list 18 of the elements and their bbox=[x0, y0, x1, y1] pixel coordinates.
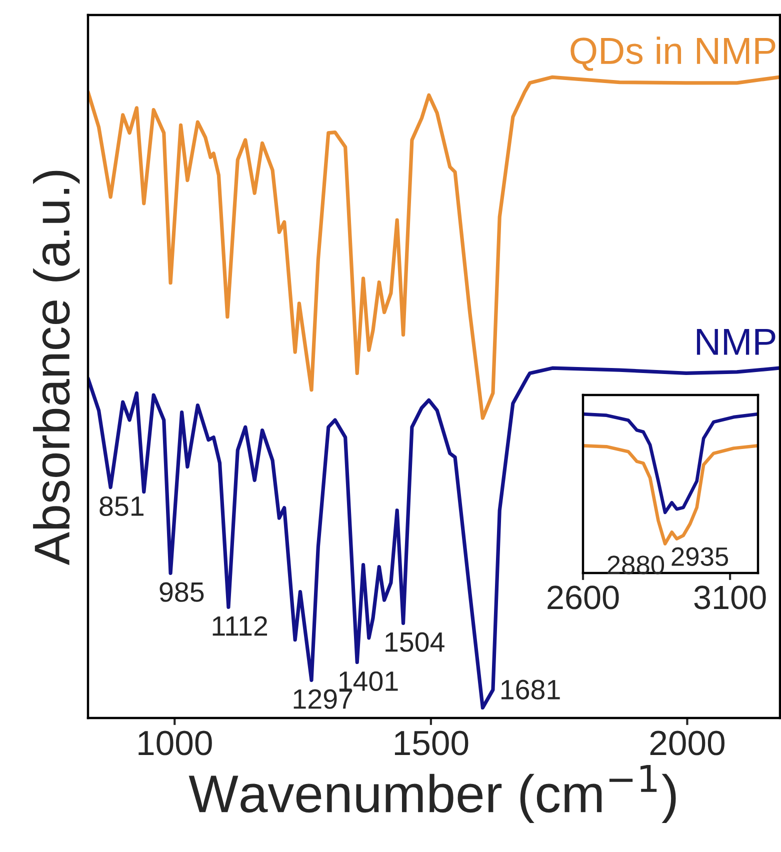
annotation: 2880 bbox=[608, 556, 664, 574]
annotation: 1681 bbox=[501, 680, 560, 700]
x-tick-label: 2600 bbox=[548, 586, 619, 610]
annotation: 1504 bbox=[386, 632, 444, 652]
x-tick-label: 3100 bbox=[694, 586, 766, 610]
series-label: NMP bbox=[696, 328, 776, 355]
annotation: 1112 bbox=[212, 616, 268, 636]
annotation: 1297 bbox=[294, 689, 352, 709]
annotation: 985 bbox=[160, 582, 204, 602]
annotation: 851 bbox=[100, 496, 144, 516]
annotation: 1401 bbox=[339, 671, 398, 691]
x-tick-label: 1500 bbox=[394, 730, 468, 756]
x-tick-label: 1000 bbox=[138, 730, 212, 756]
x-axis-title: Wavenumber (cm$^{−1}$) bbox=[188, 764, 676, 824]
x-tick-label: 2000 bbox=[650, 730, 724, 756]
series-label: QDs in NMP bbox=[570, 36, 776, 71]
y-axis-title: Absorbance (a.u.) bbox=[33, 170, 80, 566]
annotation: 2935 bbox=[672, 547, 728, 566]
